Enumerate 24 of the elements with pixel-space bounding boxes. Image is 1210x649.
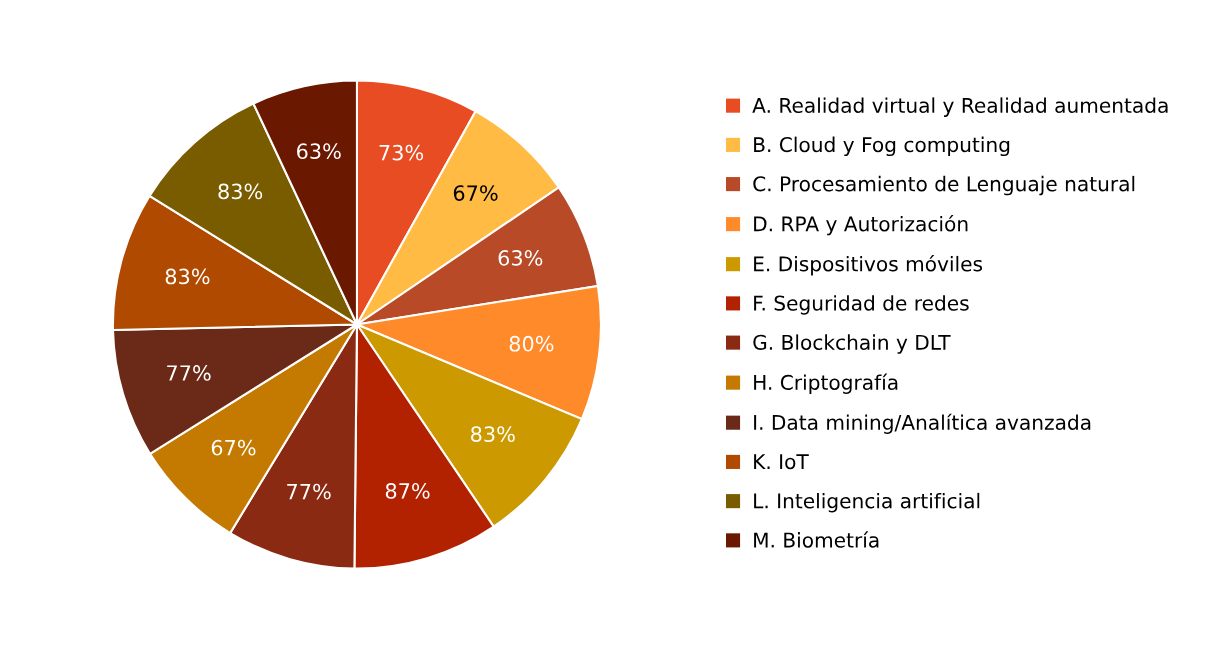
legend-label: B. Cloud y Fog computing	[754, 136, 1010, 157]
data-label: 80%	[509, 335, 554, 352]
data-label: 67%	[453, 185, 498, 201]
legend-label: H. Criptografía	[754, 373, 898, 394]
legend-label: D. RPA y Autorización	[754, 215, 968, 236]
legend-label: F. Seguridad de redes	[754, 295, 969, 315]
legend-label: C. Procesamiento de Lenguaje natural	[753, 175, 1135, 196]
legend-label: E. Dispositivos móviles	[754, 255, 983, 276]
data-label: 77%	[167, 365, 211, 381]
legend-label: L. Inteligencia artificial	[754, 492, 980, 513]
data-label: 67%	[211, 439, 256, 456]
data-label: 77%	[287, 483, 331, 500]
legend-label: I. Data mining/Analítica avanzada	[754, 413, 1091, 434]
legend-label: M. Biometría	[754, 531, 879, 548]
data-label: 63%	[498, 250, 543, 266]
data-label: 83%	[218, 183, 263, 200]
data-label: 83%	[165, 268, 210, 285]
legend-label: G. Blockchain y DLT	[753, 334, 951, 354]
legend-label: K. IoT	[754, 454, 809, 470]
legend-label: A. Realidad virtual y Realidad aumentada	[752, 97, 1168, 117]
data-label: 87%	[385, 483, 430, 499]
data-label: 63%	[297, 143, 341, 160]
data-label: 83%	[471, 426, 515, 442]
data-label: 73%	[379, 144, 424, 161]
